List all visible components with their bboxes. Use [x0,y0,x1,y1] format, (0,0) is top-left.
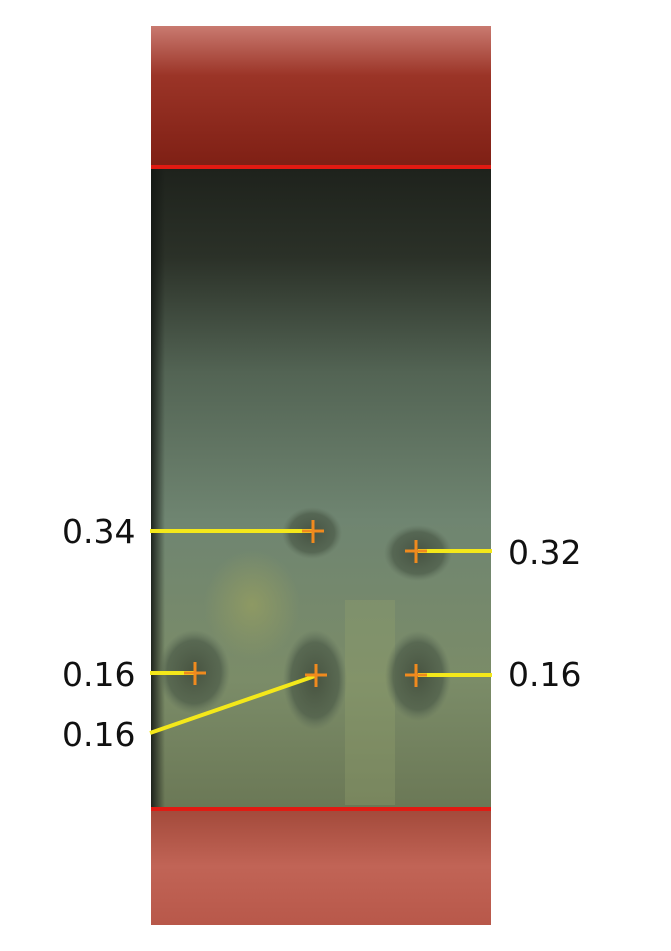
plus-marker-icon [305,664,327,687]
rf-label-lower-right: 0.16 [508,655,582,694]
leader-line-lower-middle [149,674,316,735]
diffuse-streak [204,550,300,660]
plus-marker-icon [302,520,324,543]
rf-label-lower-middle: 0.16 [62,715,136,754]
rf-label-upper-left: 0.34 [62,512,136,551]
top-band [151,26,491,168]
rf-label-lower-left: 0.16 [62,655,136,694]
plus-marker-icon [405,540,427,563]
plus-marker-icon [405,664,427,687]
bottom-band [151,808,491,925]
center-lane-streak [345,600,395,805]
plus-marker-icon [184,662,206,685]
rf-label-upper-right: 0.32 [508,533,582,572]
plate-left-shadow [151,168,165,808]
